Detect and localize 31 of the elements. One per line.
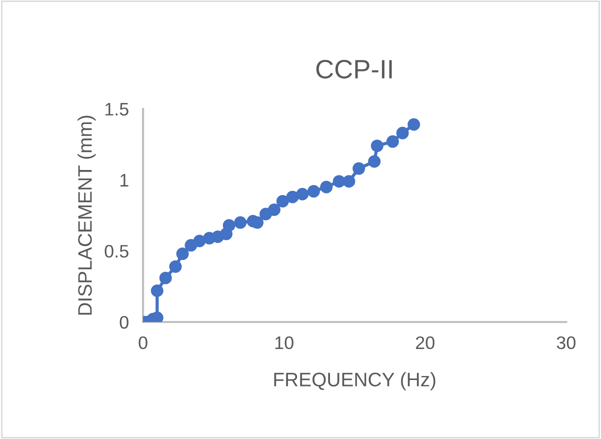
point — [268, 204, 280, 216]
point — [408, 118, 420, 131]
x-tick-label: 0 — [138, 336, 148, 350]
y-tick-label: 1 — [120, 174, 128, 186]
point — [368, 155, 381, 168]
point — [159, 272, 172, 284]
point — [222, 219, 236, 232]
point — [370, 140, 384, 152]
y-tick-label: 1.5 — [105, 102, 128, 116]
chart-title: CCP-II — [316, 60, 392, 79]
point — [150, 284, 164, 297]
point — [276, 194, 289, 208]
point — [396, 126, 409, 140]
x-tick-label: 30 — [556, 336, 576, 350]
point — [342, 175, 356, 188]
point — [286, 190, 299, 204]
point — [176, 248, 189, 260]
x-tick-label: 10 — [275, 336, 294, 350]
x-axis-title: FREQUENCY (Hz) — [274, 372, 436, 390]
y-axis-title: DISPLACEMENT (mm) — [78, 116, 96, 315]
point — [296, 188, 309, 200]
point — [320, 180, 333, 194]
y-tick-label: 0.5 — [104, 244, 128, 258]
x-tick-label: 20 — [416, 336, 434, 350]
point — [193, 234, 206, 248]
point — [307, 185, 320, 198]
point — [386, 135, 399, 148]
point — [352, 162, 366, 175]
point — [169, 260, 182, 273]
point — [234, 216, 247, 229]
y-tick-label: 0 — [120, 316, 128, 329]
